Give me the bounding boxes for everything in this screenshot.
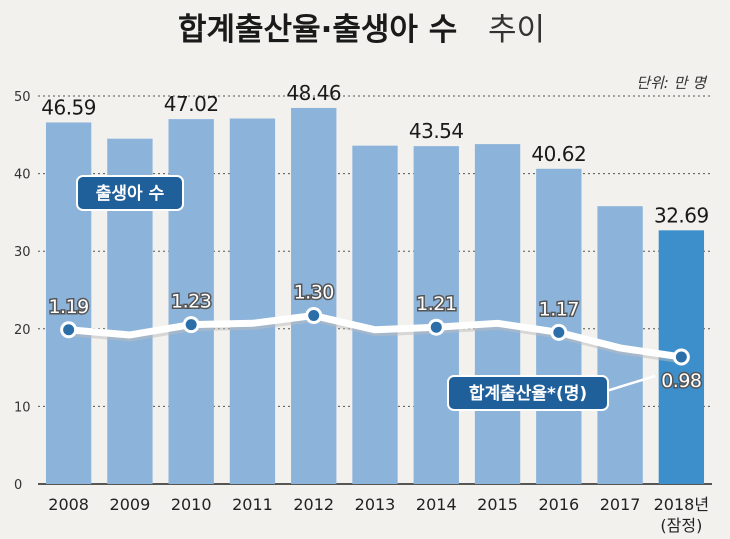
x-tick-label: 2015 [477, 495, 518, 514]
y-tick-label: 30 [14, 245, 31, 260]
chart-subtitle: 추이 [488, 12, 545, 48]
chart-title: 합계출산율·출생아 수 [178, 12, 457, 48]
rate-value-label: 1.30 [294, 282, 334, 304]
rate-point [63, 324, 75, 336]
x-tick-label: 2010 [171, 495, 212, 514]
rate-line-group: 1.19 1.23 1.30 1.21 1.17 0.98 [47, 280, 704, 393]
bar [229, 118, 276, 484]
y-tick-label: 20 [14, 323, 31, 338]
rate-line [68, 312, 682, 361]
rate-point [553, 326, 565, 338]
rate-value-label: 1.17 [539, 298, 579, 320]
rate-legend-pointer [599, 374, 656, 395]
x-tick-label: 2016 [538, 495, 579, 514]
y-tick-label: 50 [14, 90, 31, 105]
bar-value-label: 40.62 [531, 142, 586, 166]
x-tick-label: 2013 [355, 495, 396, 514]
y-axis: 0 10 20 30 40 50 [14, 90, 31, 493]
rate-value-label: 1.19 [48, 296, 88, 318]
rate-point [430, 321, 442, 333]
rate-value-label: 0.98 [661, 370, 701, 392]
y-tick-label: 10 [14, 400, 31, 415]
bar [352, 145, 398, 484]
y-tick-label: 40 [14, 168, 31, 183]
x-tick-label: 2011 [232, 495, 273, 514]
bar-value-label: 43.54 [409, 119, 464, 143]
unit-label: 단위: 만 명 [636, 74, 708, 92]
x-tick-label: 2017 [600, 495, 641, 514]
x-tick-label: 2014 [416, 495, 457, 514]
bar-value-label: 48.46 [286, 81, 341, 105]
x-axis: 2008 2009 2010 2011 2012 2013 2014 2015 2016 2017… [48, 495, 709, 535]
bar [291, 107, 337, 484]
births-legend-bg [76, 175, 184, 211]
bar-value-label: 32.69 [654, 203, 709, 227]
births-legend-box: 출생아 수 [76, 175, 184, 211]
bar-value-label: 46.59 [41, 95, 96, 119]
bar-labels-group: 46.59 47.02 48.46 43.54 40.62 32.69 [41, 81, 709, 227]
x-tick-label: 2009 [110, 495, 151, 514]
rate-value-label: 1.21 [416, 293, 456, 315]
y-tick-label: 0 [14, 478, 22, 493]
rate-point [185, 319, 197, 331]
x-tick-note: (잠정) [660, 516, 702, 535]
rate-legend-bg [447, 375, 609, 411]
rate-point [308, 310, 320, 322]
rate-point [675, 351, 687, 363]
bar [474, 144, 521, 484]
births-legend-label: 출생아 수 [96, 184, 165, 204]
bar-value-label: 47.02 [164, 92, 219, 116]
x-tick-label: 2012 [293, 495, 334, 514]
rate-value-label: 1.23 [171, 291, 211, 313]
rate-legend-box: 합계출산율*(명) [447, 374, 656, 411]
bars-group [45, 107, 705, 485]
rate-legend-label: 합계출산율*(명) [469, 383, 587, 404]
bar [413, 146, 459, 485]
x-tick-label: 2018년 [654, 495, 709, 514]
x-tick-label: 2008 [48, 495, 89, 514]
